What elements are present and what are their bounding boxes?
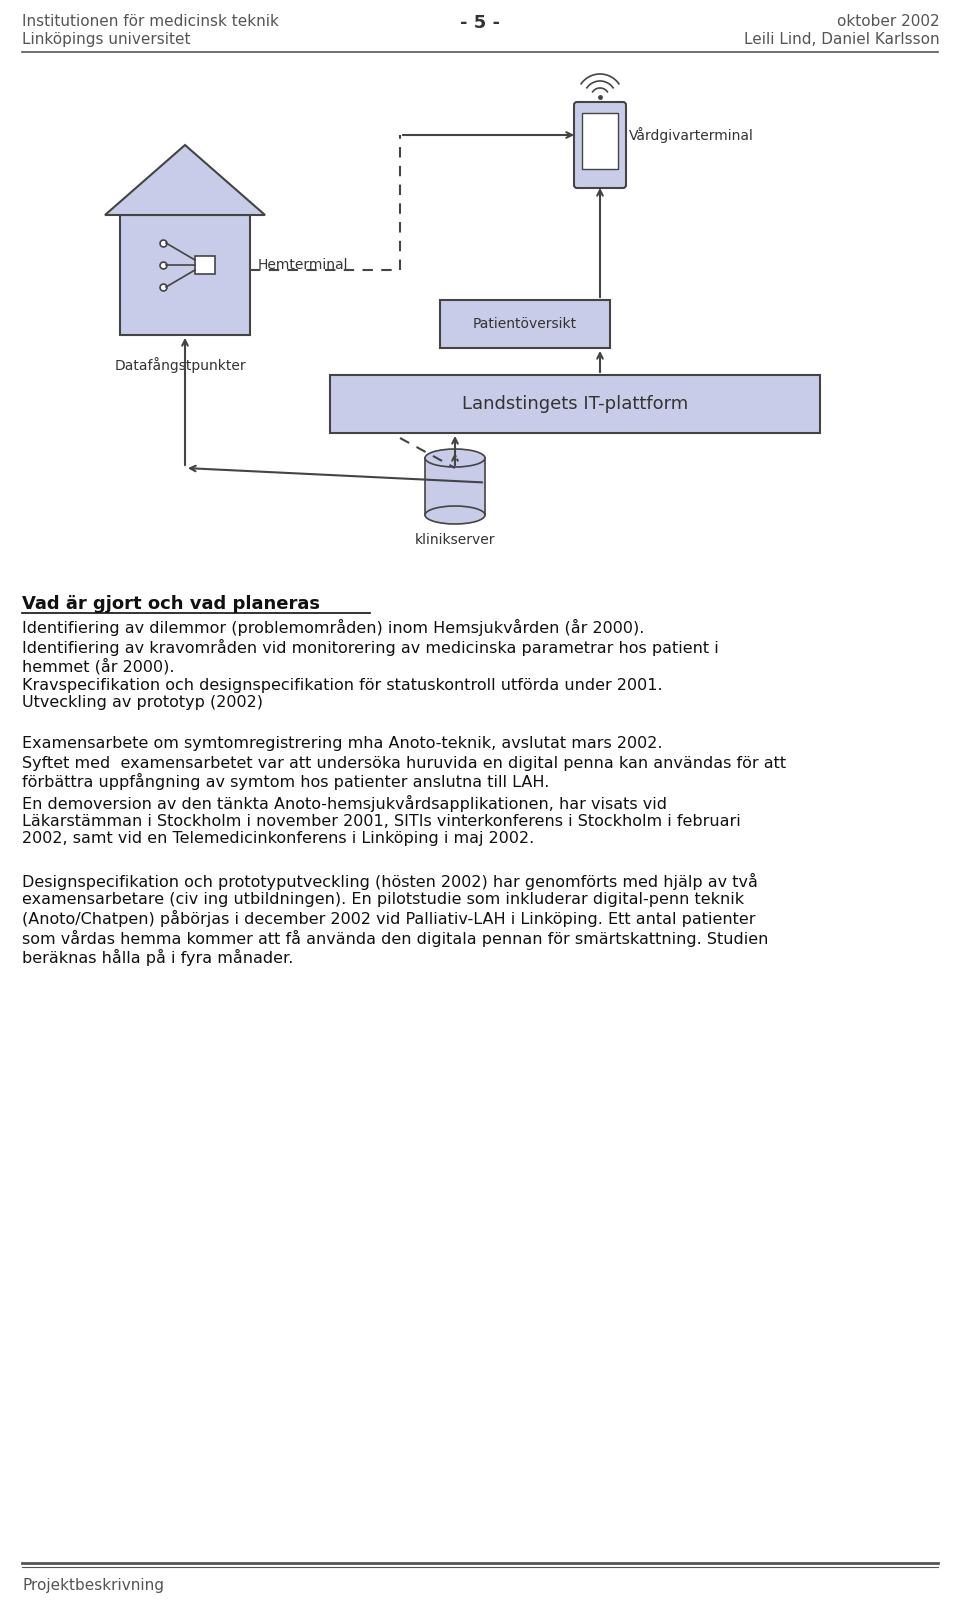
Text: Landstingets IT-plattform: Landstingets IT-plattform bbox=[462, 394, 688, 414]
Text: Examensarbete om symtomregistrering mha Anoto-teknik, avslutat mars 2002.: Examensarbete om symtomregistrering mha … bbox=[22, 735, 662, 751]
Ellipse shape bbox=[425, 449, 485, 467]
Text: Vårdgivarterminal: Vårdgivarterminal bbox=[629, 127, 754, 143]
Text: Projektbeskrivning: Projektbeskrivning bbox=[22, 1578, 164, 1593]
FancyBboxPatch shape bbox=[582, 113, 618, 169]
FancyBboxPatch shape bbox=[120, 216, 250, 335]
Text: Kravspecifikation och designspecifikation för statuskontroll utförda under 2001.: Kravspecifikation och designspecifikatio… bbox=[22, 677, 662, 710]
Text: Datafångstpunkter: Datafångstpunkter bbox=[115, 357, 247, 373]
Ellipse shape bbox=[425, 505, 485, 525]
FancyBboxPatch shape bbox=[195, 256, 215, 274]
Text: - 5 -: - 5 - bbox=[460, 14, 500, 32]
Text: Designspecifikation och prototyputveckling (hösten 2002) har genomförts med hjäl: Designspecifikation och prototyputveckli… bbox=[22, 872, 768, 967]
FancyBboxPatch shape bbox=[330, 375, 820, 433]
Text: Vad är gjort och vad planeras: Vad är gjort och vad planeras bbox=[22, 595, 320, 613]
Text: Institutionen för medicinsk teknik: Institutionen för medicinsk teknik bbox=[22, 14, 278, 29]
Text: Syftet med  examensarbetet var att undersöka huruvida en digital penna kan använ: Syftet med examensarbetet var att unders… bbox=[22, 756, 786, 790]
Text: Linköpings universitet: Linköpings universitet bbox=[22, 32, 190, 47]
FancyBboxPatch shape bbox=[574, 101, 626, 188]
Text: Hemterminal: Hemterminal bbox=[258, 257, 348, 272]
Polygon shape bbox=[105, 145, 265, 216]
Text: Patientöversikt: Patientöversikt bbox=[473, 317, 577, 331]
Text: oktober 2002: oktober 2002 bbox=[837, 14, 940, 29]
Text: Identifiering av kravområden vid monitorering av medicinska parametrar hos patie: Identifiering av kravområden vid monitor… bbox=[22, 639, 719, 674]
Text: Identifiering av dilemmor (problemområden) inom Hemsjukvården (år 2000).: Identifiering av dilemmor (problemområde… bbox=[22, 619, 644, 636]
Text: Leili Lind, Daniel Karlsson: Leili Lind, Daniel Karlsson bbox=[744, 32, 940, 47]
Text: klinikserver: klinikserver bbox=[415, 533, 495, 547]
FancyBboxPatch shape bbox=[440, 299, 610, 348]
FancyBboxPatch shape bbox=[425, 459, 485, 515]
Text: En demoversion av den tänkta Anoto-hemsjukvårdsapplikationen, har visats vid
Läk: En demoversion av den tänkta Anoto-hemsj… bbox=[22, 795, 741, 846]
